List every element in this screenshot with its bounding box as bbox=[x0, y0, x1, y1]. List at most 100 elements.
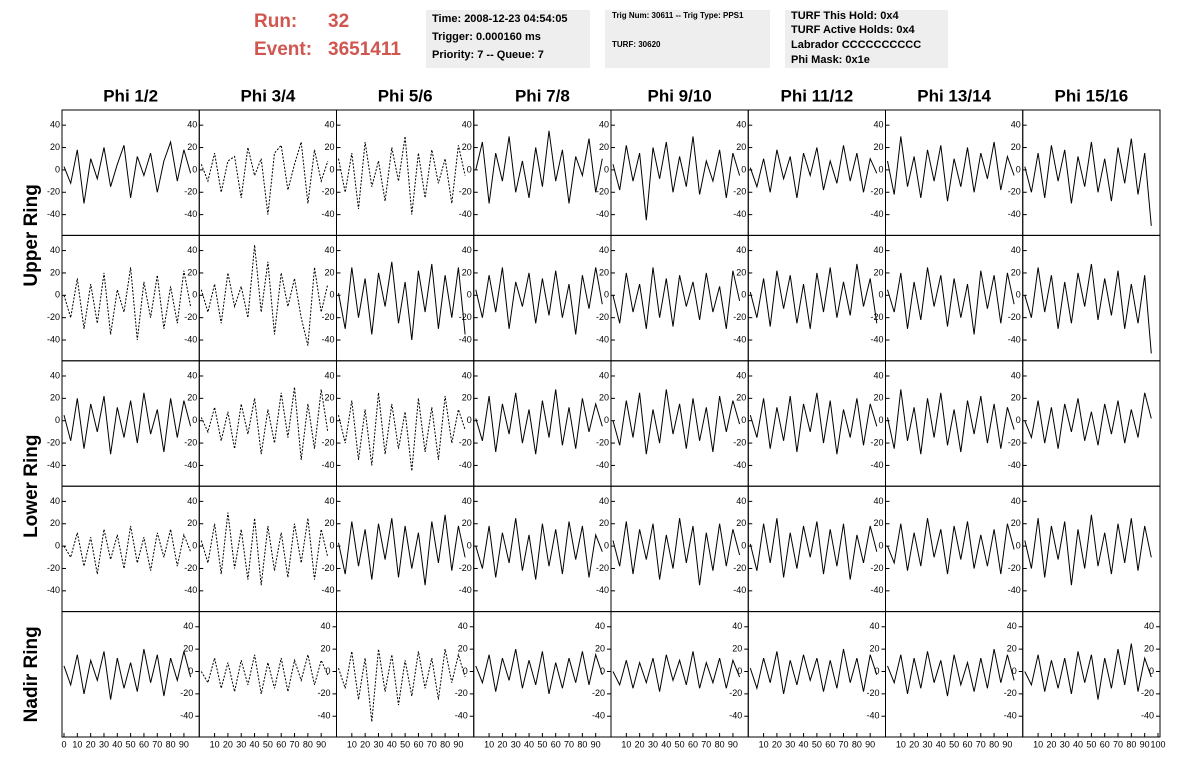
y-tick-label: -20 bbox=[733, 437, 746, 447]
y-tick-label: 0 bbox=[1016, 164, 1021, 174]
y-tick-label: 0 bbox=[192, 415, 197, 425]
panel-frame bbox=[610, 485, 749, 613]
y-tick-label: -40 bbox=[733, 460, 746, 470]
x-tick-label: 50 bbox=[949, 739, 959, 749]
y-tick-label: 20 bbox=[187, 267, 197, 277]
y-tick-label: 20 bbox=[1144, 644, 1154, 654]
y-tick-label: 20 bbox=[736, 393, 746, 403]
y-tick-label: 20 bbox=[320, 644, 330, 654]
y-tick-label: -20 bbox=[184, 187, 197, 197]
y-tick-label: -40 bbox=[596, 334, 609, 344]
waveform bbox=[887, 518, 1015, 575]
y-tick-label: 20 bbox=[50, 393, 60, 403]
y-tick-label: 0 bbox=[192, 164, 197, 174]
y-tick-label: 20 bbox=[458, 644, 468, 654]
y-tick-label: -40 bbox=[184, 334, 197, 344]
x-tick-label: 60 bbox=[413, 739, 423, 749]
y-tick-label: 40 bbox=[50, 370, 60, 380]
waveform bbox=[338, 261, 466, 341]
y-tick-label: 40 bbox=[324, 245, 334, 255]
y-tick-label: 40 bbox=[458, 621, 468, 631]
info-line: Time: 2008-12-23 04:54:05 bbox=[432, 13, 568, 25]
y-tick-label: 40 bbox=[599, 120, 609, 130]
y-tick-label: 40 bbox=[324, 370, 334, 380]
event-label: Event: bbox=[254, 39, 312, 60]
waveform bbox=[887, 267, 1015, 335]
x-tick-label: 80 bbox=[303, 739, 313, 749]
panel-frame bbox=[198, 611, 337, 738]
x-tick-label: 40 bbox=[387, 739, 397, 749]
waveform bbox=[887, 136, 1015, 202]
y-tick-label: 20 bbox=[595, 644, 605, 654]
waveform bbox=[887, 389, 1015, 455]
y-tick-label: 0 bbox=[604, 164, 609, 174]
y-tick-label: 20 bbox=[324, 267, 334, 277]
info-box bbox=[426, 10, 590, 68]
y-tick-label: -20 bbox=[870, 312, 883, 322]
y-tick-label: -40 bbox=[870, 209, 883, 219]
y-tick-label: -40 bbox=[459, 209, 472, 219]
y-tick-label: -40 bbox=[459, 460, 472, 470]
panel-frame bbox=[1022, 109, 1161, 236]
y-tick-label: 0 bbox=[467, 415, 472, 425]
y-tick-label: 20 bbox=[462, 142, 472, 152]
waveform bbox=[749, 518, 878, 580]
x-tick-label: 80 bbox=[440, 739, 450, 749]
y-tick-label: -40 bbox=[870, 585, 883, 595]
y-tick-label: -40 bbox=[47, 460, 60, 470]
y-tick-label: -40 bbox=[47, 585, 60, 595]
y-tick-label: -40 bbox=[870, 334, 883, 344]
panel-frame bbox=[336, 234, 475, 362]
panel-frame bbox=[1022, 234, 1161, 362]
x-tick-label: 30 bbox=[785, 739, 795, 749]
y-tick-label: -40 bbox=[729, 711, 742, 721]
x-tick-label: 50 bbox=[537, 739, 547, 749]
panel-frame bbox=[885, 485, 1024, 613]
y-tick-label: -20 bbox=[184, 312, 197, 322]
y-tick-label: 0 bbox=[188, 666, 193, 676]
column-title: Phi 9/10 bbox=[647, 86, 711, 105]
y-tick-label: 20 bbox=[599, 518, 609, 528]
y-tick-label: 40 bbox=[873, 245, 883, 255]
x-tick-label: 30 bbox=[511, 739, 521, 749]
y-tick-label: 20 bbox=[1011, 142, 1021, 152]
waveform bbox=[612, 389, 741, 455]
x-tick-label: 10 bbox=[347, 739, 357, 749]
x-tick-label: 60 bbox=[962, 739, 972, 749]
y-tick-label: 20 bbox=[462, 267, 472, 277]
x-tick-label: 50 bbox=[126, 739, 136, 749]
panel-frame bbox=[885, 611, 1024, 738]
y-tick-label: 40 bbox=[595, 621, 605, 631]
y-tick-label: -40 bbox=[184, 585, 197, 595]
y-tick-label: -20 bbox=[592, 688, 605, 698]
y-tick-label: 20 bbox=[736, 267, 746, 277]
column-title: Phi 3/4 bbox=[240, 86, 295, 105]
panel-frame bbox=[473, 485, 612, 613]
x-tick-label: 60 bbox=[276, 739, 286, 749]
y-tick-label: 20 bbox=[462, 518, 472, 528]
x-tick-label: 40 bbox=[524, 739, 534, 749]
x-tick-label: 30 bbox=[1060, 739, 1070, 749]
panel-frame bbox=[747, 234, 886, 362]
y-tick-label: 40 bbox=[869, 621, 879, 631]
y-tick-label: 0 bbox=[1016, 415, 1021, 425]
y-tick-label: 20 bbox=[1011, 393, 1021, 403]
y-tick-label: -20 bbox=[459, 187, 472, 197]
run-number: 32 bbox=[328, 11, 349, 32]
y-tick-label: 20 bbox=[50, 267, 60, 277]
waveform bbox=[200, 141, 329, 215]
x-tick-label: 40 bbox=[1073, 739, 1083, 749]
y-tick-label: 20 bbox=[599, 393, 609, 403]
y-tick-label: 40 bbox=[1011, 496, 1021, 506]
y-tick-label: -20 bbox=[729, 688, 742, 698]
y-tick-label: -20 bbox=[1008, 187, 1021, 197]
y-tick-label: -40 bbox=[596, 209, 609, 219]
x-tick-label: 10 bbox=[484, 739, 494, 749]
y-tick-label: 20 bbox=[324, 393, 334, 403]
y-tick-label: -40 bbox=[592, 711, 605, 721]
y-tick-label: 40 bbox=[187, 370, 197, 380]
column-title: Phi 5/6 bbox=[378, 86, 433, 105]
y-tick-label: 20 bbox=[599, 267, 609, 277]
x-tick-label: 80 bbox=[1126, 739, 1136, 749]
info-line: Phi Mask: 0x1e bbox=[791, 54, 870, 66]
